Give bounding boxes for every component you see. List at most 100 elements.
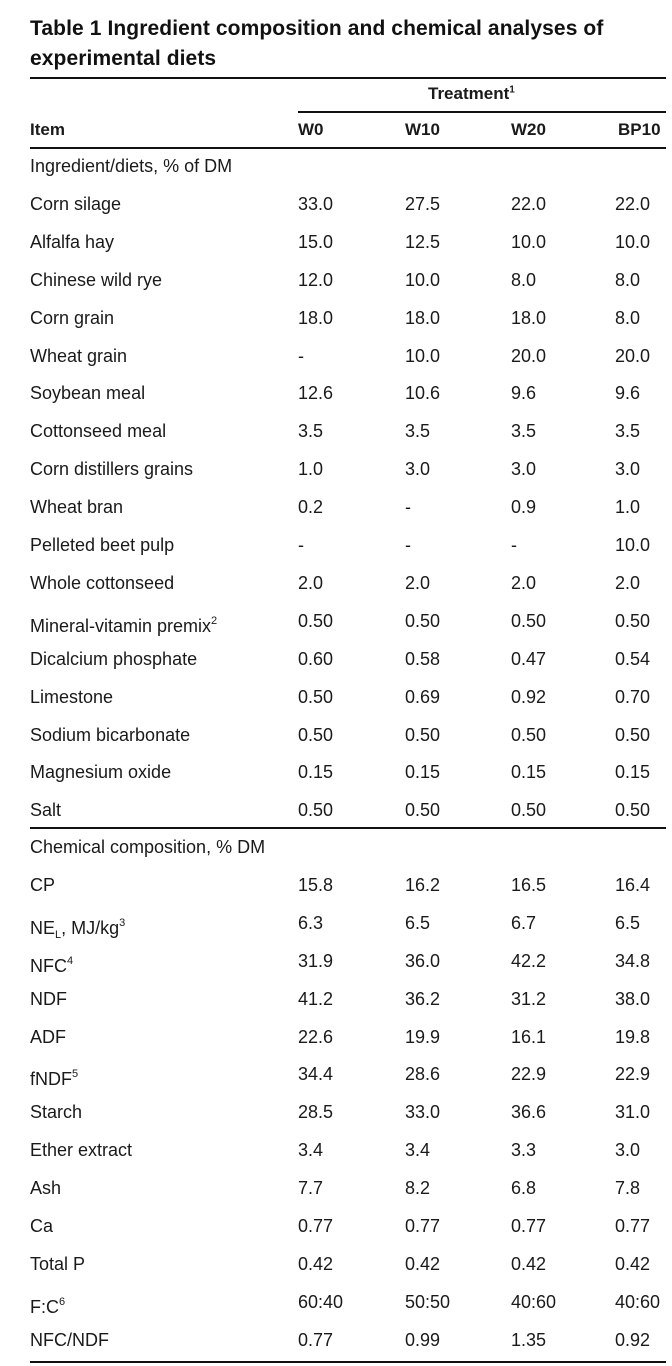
row-label: ADF — [30, 1018, 66, 1056]
row-label: NFC/NDF — [30, 1321, 109, 1359]
row-label-footnote: 6 — [59, 1295, 66, 1308]
cell-value: 7.8 — [615, 1178, 641, 1199]
row-label-text: Corn grain — [30, 307, 115, 328]
cell-value: 0.50 — [615, 724, 651, 745]
row-label-text: Ether extract — [30, 1140, 133, 1161]
cell-value: 9.6 — [511, 383, 537, 404]
cell-value: 12.5 — [405, 231, 441, 252]
row-label-text: Wheat grain — [30, 345, 128, 366]
cell-value: 0.50 — [511, 800, 547, 821]
row-label: Corn distillers grains — [30, 450, 193, 488]
cell-value: 0.69 — [405, 686, 441, 707]
section-heading: Ingredient/diets, % of DM — [0, 147, 672, 185]
row-label-text: NFC/NDF — [30, 1329, 109, 1350]
table-row: Soybean meal 12.6 10.6 9.6 9.6 — [0, 374, 672, 412]
cell-value: 12.0 — [298, 269, 334, 290]
row-label: Dicalcium phosphate — [30, 640, 197, 678]
table-row: Corn distillers grains 1.0 3.0 3.0 3.0 — [0, 450, 672, 488]
cell-value: 0.50 — [405, 800, 441, 821]
cell-value: 2.0 — [405, 572, 431, 593]
cell-value: 0.99 — [405, 1329, 441, 1350]
cell-value: 6.5 — [615, 912, 641, 933]
row-label-text: Magnesium oxide — [30, 762, 172, 783]
cell-value: 0.9 — [511, 497, 537, 518]
cell-value: 3.4 — [405, 1140, 431, 1161]
cell-value: 0.50 — [405, 724, 441, 745]
row-label-text: CP — [30, 874, 56, 895]
cell-value: 36.6 — [511, 1102, 547, 1123]
cell-value: 3.3 — [511, 1140, 537, 1161]
cell-value: 19.9 — [405, 1026, 441, 1047]
row-label-text: NDF — [30, 988, 67, 1009]
row-label: Corn grain — [30, 299, 114, 337]
cell-value: - — [511, 535, 517, 555]
cell-value: 16.1 — [511, 1026, 547, 1047]
cell-value: 0.47 — [511, 648, 547, 669]
cell-value: 0.92 — [511, 686, 547, 707]
section-heading-label: Chemical composition, % DM — [30, 837, 266, 857]
row-label: Magnesium oxide — [30, 753, 171, 791]
cell-value: 6.8 — [511, 1178, 537, 1199]
treatment-label: Treatment — [428, 84, 510, 103]
row-label-text: Mineral-vitamin premix — [30, 615, 212, 636]
cell-value: 18.0 — [405, 307, 441, 328]
cell-value: 0.15 — [405, 762, 441, 783]
row-label: CP — [30, 866, 55, 904]
table-row: Ether extract 3.4 3.4 3.3 3.0 — [0, 1131, 672, 1169]
row-label-text: Pelleted beet pulp — [30, 535, 175, 555]
cell-value: 31.9 — [298, 950, 334, 971]
treatment-header: Treatment1 — [428, 84, 515, 104]
row-label-text: fNDF — [30, 1069, 72, 1090]
cell-value: 18.0 — [511, 307, 547, 328]
table-row: NDF 41.2 36.2 31.2 38.0 — [0, 980, 672, 1018]
row-label-text: Alfalfa hay — [30, 231, 115, 252]
cell-value: 3.0 — [615, 1140, 641, 1161]
row-label-text: ADF — [30, 1026, 66, 1047]
row-label-footnote: 5 — [72, 1068, 79, 1081]
row-label-text: F:C — [30, 1296, 59, 1317]
bottom-rule — [30, 1361, 666, 1363]
table-row: Magnesium oxide 0.15 0.15 0.15 0.15 — [0, 753, 672, 791]
header-rule — [30, 147, 666, 149]
cell-value: 10.0 — [615, 231, 651, 252]
row-label-text: Cottonseed meal — [30, 421, 167, 442]
cell-value: 6.3 — [298, 912, 324, 933]
cell-value: 0.15 — [511, 762, 547, 783]
cell-value: 0.15 — [615, 762, 651, 783]
cell-value: 3.5 — [511, 421, 537, 442]
row-label: Ca — [30, 1207, 53, 1245]
row-label: Corn silage — [30, 185, 121, 223]
row-label-text: Ca — [30, 1216, 54, 1236]
column-header-item: Item — [30, 120, 65, 139]
table-row: fNDF5 34.4 28.6 22.9 22.9 — [0, 1055, 672, 1093]
row-label: Ash — [30, 1169, 61, 1207]
table-row: Dicalcium phosphate 0.60 0.58 0.47 0.54 — [0, 640, 672, 678]
cell-value: 40:60 — [511, 1291, 557, 1312]
row-label: Total P — [30, 1245, 85, 1283]
cell-value: 0.2 — [298, 497, 324, 518]
section-rule — [30, 827, 666, 829]
row-label: Salt — [30, 791, 61, 829]
cell-value: 1.0 — [298, 459, 324, 480]
row-label-text: Dicalcium phosphate — [30, 648, 198, 669]
cell-value: 31.2 — [511, 988, 547, 1009]
cell-value: 40:60 — [615, 1291, 661, 1312]
cell-value: 0.50 — [298, 686, 334, 707]
table-row: Ash 7.7 8.2 6.8 7.8 — [0, 1169, 672, 1207]
cell-value: 0.60 — [298, 648, 334, 669]
table-row: Corn silage 33.0 27.5 22.0 22.0 — [0, 185, 672, 223]
cell-value: 0.50 — [615, 610, 651, 631]
table-row: Corn grain 18.0 18.0 18.0 8.0 — [0, 299, 672, 337]
cell-value: 0.50 — [298, 800, 334, 821]
table-row: CP 15.8 16.2 16.5 16.4 — [0, 866, 672, 904]
cell-value: 3.4 — [298, 1140, 324, 1161]
cell-value: 31.0 — [615, 1102, 651, 1123]
cell-value: 10.0 — [511, 231, 547, 252]
row-label-text: Wheat bran — [30, 497, 124, 518]
cell-value: 2.0 — [615, 572, 641, 593]
cell-value: 0.92 — [615, 1329, 651, 1350]
cell-value: 28.5 — [298, 1102, 334, 1123]
row-label: fNDF5 — [30, 1055, 78, 1098]
cell-value: 42.2 — [511, 950, 547, 971]
cell-value: 1.0 — [615, 497, 641, 518]
